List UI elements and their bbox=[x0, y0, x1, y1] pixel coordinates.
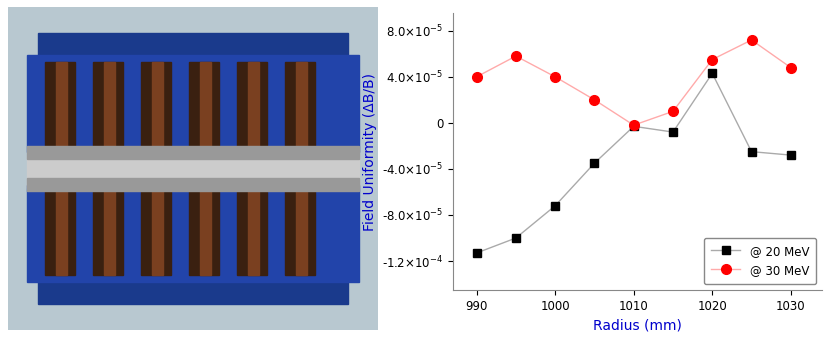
Bar bbox=[237, 62, 267, 146]
@ 20 MeV bbox=[550, 204, 560, 208]
X-axis label: Radius (mm): Radius (mm) bbox=[593, 318, 682, 332]
Bar bbox=[237, 191, 267, 275]
@ 20 MeV bbox=[472, 251, 482, 255]
Bar bbox=[104, 191, 116, 275]
Bar bbox=[248, 191, 259, 275]
Bar bbox=[201, 62, 211, 146]
@ 30 MeV bbox=[590, 98, 600, 102]
Bar bbox=[56, 191, 67, 275]
Bar bbox=[27, 156, 359, 188]
Bar bbox=[153, 62, 164, 146]
Bar bbox=[190, 191, 219, 275]
Bar bbox=[201, 191, 211, 275]
Bar bbox=[93, 62, 122, 146]
Bar bbox=[45, 191, 75, 275]
@ 30 MeV bbox=[668, 109, 678, 113]
@ 30 MeV bbox=[786, 66, 796, 70]
Bar bbox=[56, 62, 67, 146]
Bar bbox=[141, 191, 171, 275]
@ 30 MeV bbox=[472, 75, 482, 79]
@ 20 MeV bbox=[707, 71, 717, 75]
Bar bbox=[190, 62, 219, 146]
Bar bbox=[93, 191, 122, 275]
Bar bbox=[141, 62, 171, 146]
Bar bbox=[248, 62, 259, 146]
Bar bbox=[296, 191, 307, 275]
@ 20 MeV bbox=[668, 130, 678, 134]
Line: @ 30 MeV: @ 30 MeV bbox=[472, 35, 795, 130]
@ 20 MeV bbox=[590, 161, 600, 165]
@ 20 MeV bbox=[786, 153, 796, 157]
Bar bbox=[285, 191, 315, 275]
@ 30 MeV bbox=[628, 123, 638, 127]
Legend: @ 20 MeV, @ 30 MeV: @ 20 MeV, @ 30 MeV bbox=[704, 238, 816, 284]
@ 20 MeV bbox=[511, 236, 521, 240]
@ 30 MeV bbox=[511, 54, 521, 58]
Bar bbox=[38, 33, 348, 304]
Bar bbox=[45, 62, 75, 146]
Bar bbox=[296, 62, 307, 146]
Bar bbox=[27, 178, 359, 191]
@ 30 MeV bbox=[550, 75, 560, 79]
Bar bbox=[153, 191, 164, 275]
Line: @ 20 MeV: @ 20 MeV bbox=[473, 69, 795, 257]
@ 30 MeV bbox=[747, 38, 757, 42]
Bar bbox=[104, 62, 116, 146]
@ 20 MeV bbox=[747, 150, 757, 154]
Y-axis label: Field Uniformity (ΔB/B): Field Uniformity (ΔB/B) bbox=[362, 73, 377, 231]
Bar bbox=[27, 55, 359, 152]
Bar bbox=[27, 146, 359, 159]
Bar bbox=[27, 185, 359, 282]
@ 30 MeV bbox=[707, 58, 717, 62]
@ 20 MeV bbox=[628, 124, 638, 128]
Bar bbox=[285, 62, 315, 146]
